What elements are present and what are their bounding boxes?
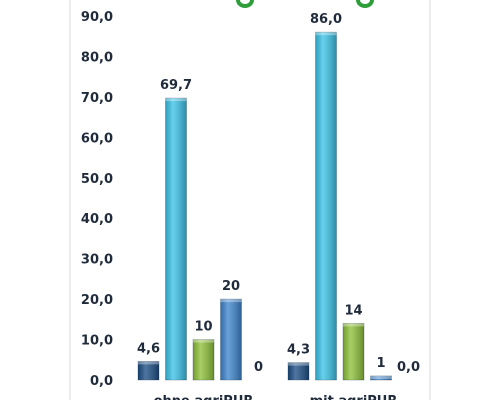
data-label: 86,0: [310, 12, 342, 27]
data-label: 69,7: [160, 78, 192, 93]
data-label: 0: [254, 360, 263, 375]
data-label: 20: [222, 279, 240, 294]
bar-shading: [138, 361, 159, 380]
y-tick-label: 90,0: [81, 10, 113, 25]
data-label: 10: [194, 320, 212, 335]
bar-top-highlight: [315, 32, 337, 36]
bar-shading: [220, 299, 242, 380]
category-label: mit agriPUR: [310, 394, 398, 400]
bar-top-highlight: [165, 98, 187, 102]
bar-top-highlight: [288, 362, 309, 366]
bar-top-highlight: [193, 339, 214, 343]
data-label: 14: [344, 303, 362, 318]
bar-top-highlight: [138, 361, 159, 365]
y-tick-label: 80,0: [81, 50, 113, 65]
bar-top-highlight: [220, 299, 242, 303]
y-tick-label: 70,0: [81, 91, 113, 106]
y-tick-label: 60,0: [81, 131, 113, 146]
y-tick-label: 30,0: [81, 253, 113, 268]
category-label: ohne agriPUR: [154, 394, 254, 400]
bar-shading: [315, 32, 337, 381]
bar-shading: [193, 339, 214, 380]
data-label: 4,6: [137, 341, 160, 356]
bar-shading: [343, 323, 364, 380]
y-tick-label: 10,0: [81, 334, 113, 349]
title-fragment-mark: [236, 0, 254, 8]
bar-shading: [165, 98, 187, 380]
bar-top-highlight: [370, 375, 392, 379]
y-tick-label: 50,0: [81, 172, 113, 187]
data-label: 0,0: [397, 360, 420, 375]
bar-shading: [288, 362, 309, 380]
bar-shading: [370, 375, 392, 380]
title-fragment-mark: [356, 0, 374, 8]
data-label: 4,3: [287, 343, 310, 358]
y-tick-label: 20,0: [81, 293, 113, 308]
y-tick-label: 40,0: [81, 212, 113, 227]
y-tick-label: 0,0: [90, 374, 113, 389]
bar-top-highlight: [343, 323, 364, 327]
data-label: 1: [376, 356, 385, 371]
